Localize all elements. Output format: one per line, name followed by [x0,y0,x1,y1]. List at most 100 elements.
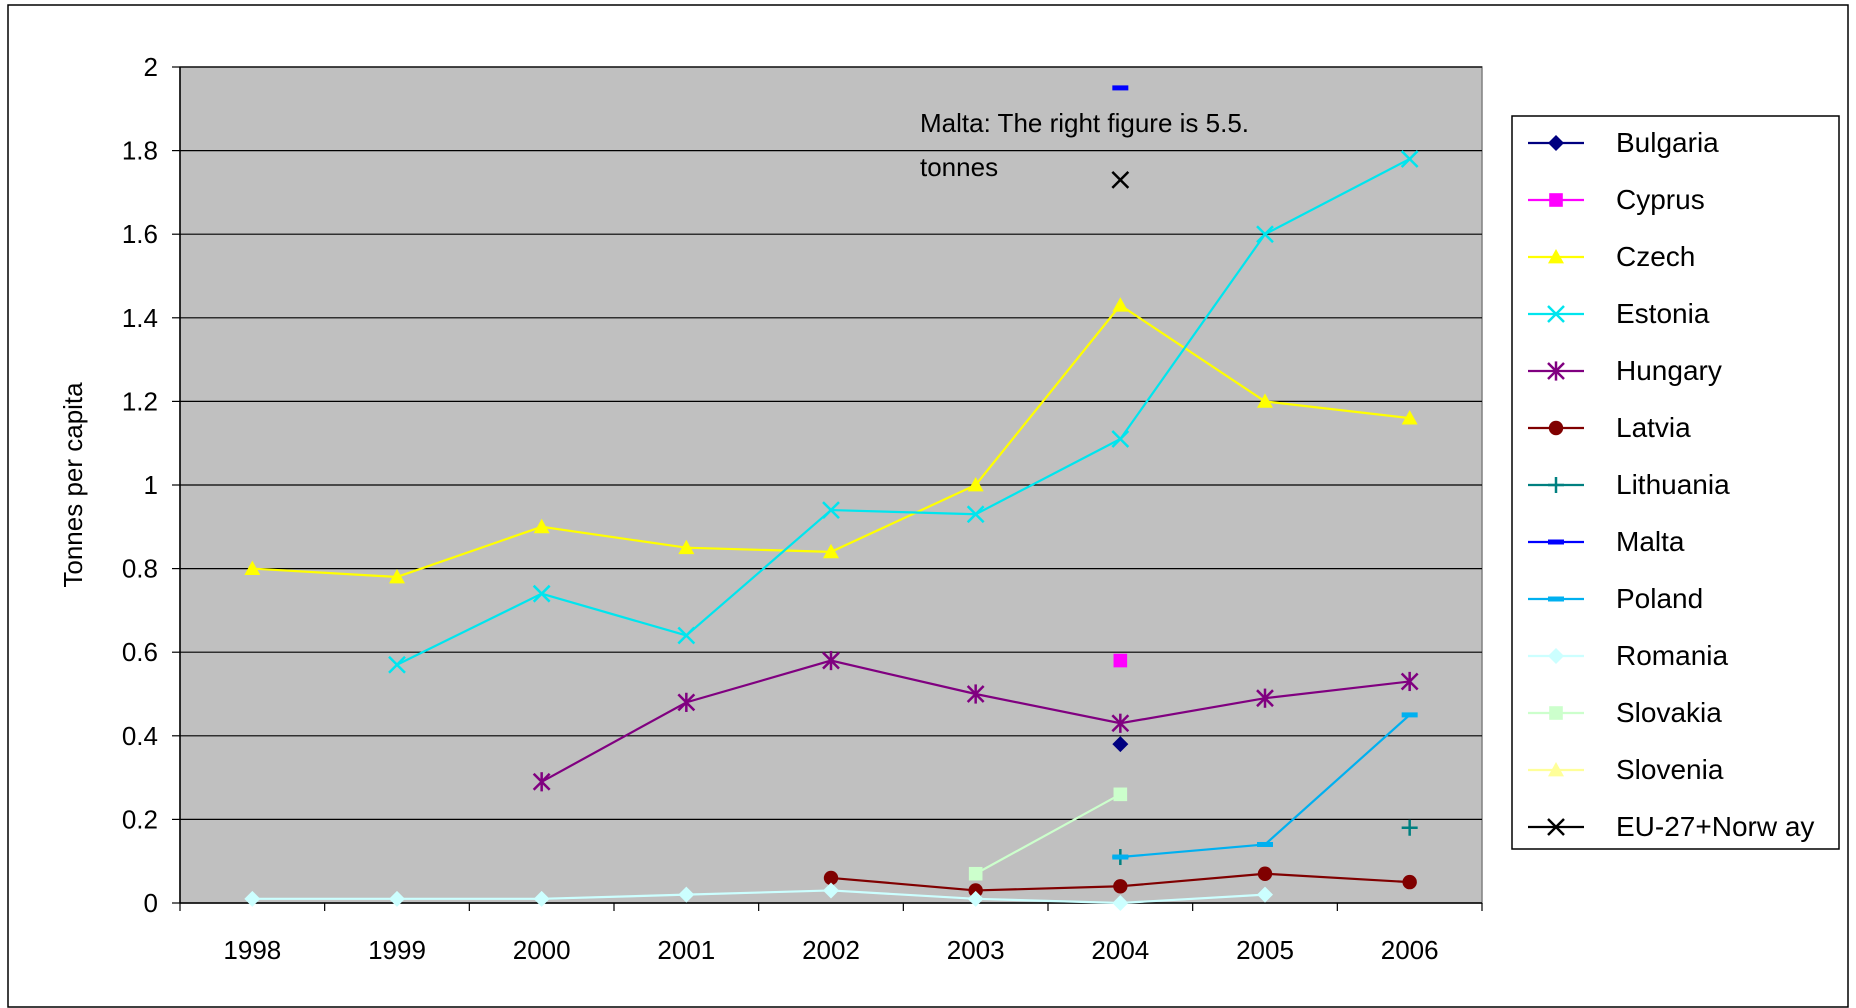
legend-item-poland: Poland [1528,583,1703,614]
legend-label: Hungary [1616,355,1722,386]
legend-marker [1548,539,1564,545]
y-tick-label: 0.2 [122,804,158,834]
data-point-estonia [388,655,406,674]
y-tick-label: 2 [144,52,158,82]
data-point-poland [1257,841,1273,847]
x-tick-label: 2006 [1381,935,1439,965]
y-axis-label: Tonnes per capita [58,382,88,588]
legend-label: Slovakia [1616,697,1722,728]
data-point-latvia [1257,866,1273,881]
data-point-romania [678,886,695,903]
series-line-slovakia [975,793,1121,875]
data-point-estonia [677,626,696,645]
data-point-romania [389,890,405,907]
data-point-bulgaria [1112,736,1129,753]
legend-label: EU-27+Norw ay [1616,811,1814,842]
legend-marker [1548,249,1564,264]
series-markers [244,85,1419,911]
data-point-latvia [1113,879,1128,894]
data-point-hungary [1400,671,1419,692]
legend-label: Lithuania [1616,469,1730,500]
data-point-romania [967,890,984,907]
legend-label: Malta [1616,526,1685,557]
y-tick-label: 1.2 [122,386,158,416]
legend-item-estonia: Estonia [1528,298,1710,329]
legend-marker [1549,193,1563,207]
x-tick-label: 2004 [1091,935,1149,965]
data-point-hungary [1111,713,1130,733]
legend-marker [1547,305,1565,323]
legend-item-slovakia: Slovakia [1528,697,1722,728]
legend: Bulgaria Cyprus Czech Estonia Hungary Latvia L… [1528,127,1814,842]
x-tick-label: 1998 [223,935,281,965]
legend-item-cyprus: Cyprus [1528,184,1705,215]
data-point-romania [823,882,839,899]
legend-marker [1548,420,1564,436]
data-point-czech [1401,410,1418,425]
x-tick-label: 2000 [513,935,571,965]
data-point-romania [533,890,550,907]
data-point-slovakia [968,866,983,881]
data-point-hungary [532,772,551,792]
data-point-czech [823,543,839,559]
x-tick-label: 2005 [1236,935,1294,965]
data-point-czech [244,560,261,575]
legend-marker [1548,762,1564,777]
data-point-romania [1112,895,1129,911]
legend-item-eu-27-norw-ay: EU-27+Norw ay [1528,811,1814,842]
legend-item-latvia: Latvia [1528,412,1691,443]
data-point-estonia [532,584,551,603]
data-point-malta [1112,85,1129,91]
x-tick-label: 2002 [802,935,860,965]
legend-marker [1547,361,1565,381]
legend-label: Bulgaria [1616,127,1719,158]
y-tick-label: 1.4 [122,303,158,333]
legend-item-malta: Malta [1528,526,1685,557]
data-point-slovakia [1113,787,1128,802]
data-point-estonia [822,501,840,519]
y-tick-label: 0.6 [122,637,158,667]
data-point-czech [1257,393,1273,408]
y-axis-ticks: 0 0.2 0.4 0.6 0.8 1 1.2 1.4 1.6 1.8 2 [122,52,180,918]
x-tick-label: 1999 [368,935,426,965]
legend-item-lithuania: Lithuania [1528,469,1730,500]
legend-marker [1548,648,1564,664]
legend-marker [1547,818,1565,836]
data-point-latvia [823,870,839,886]
data-point-latvia [1402,874,1417,890]
data-point-czech [967,477,984,492]
legend-label: Estonia [1616,298,1710,329]
y-tick-label: 0.4 [122,721,158,751]
legend-label: Latvia [1616,412,1691,443]
data-point-estonia [1256,225,1274,244]
data-point-hungary [966,684,985,704]
legend-label: Czech [1616,241,1695,272]
data-point-romania [1257,886,1273,903]
data-point-czech [678,539,695,555]
series-line-estonia [396,157,1411,666]
y-tick-label: 0.8 [122,554,158,584]
legend-label: Slovenia [1616,754,1724,785]
legend-item-bulgaria: Bulgaria [1528,127,1719,158]
legend-label: Cyprus [1616,184,1705,215]
legend-label: Poland [1616,583,1703,614]
data-point-romania [244,890,261,907]
data-point-hungary [677,692,696,712]
legend-marker [1548,135,1564,151]
data-point-poland [1112,854,1129,860]
legend-item-slovenia: Slovenia [1528,754,1724,785]
legend-marker [1548,596,1564,602]
y-tick-label: 1.6 [122,219,158,249]
annotation-line-1: Malta: The right figure is 5.5. [920,108,1249,138]
data-point-poland [1401,712,1418,718]
y-tick-label: 1 [144,470,158,500]
series-line-romania [252,889,1266,905]
legend-item-romania: Romania [1528,640,1728,671]
data-point-czech [533,518,550,534]
data-point-lithuania [1401,819,1418,836]
data-point-hungary [1256,688,1274,708]
legend-marker [1548,477,1564,493]
data-point-cyprus [1113,653,1128,668]
data-point-estonia [1111,430,1130,448]
